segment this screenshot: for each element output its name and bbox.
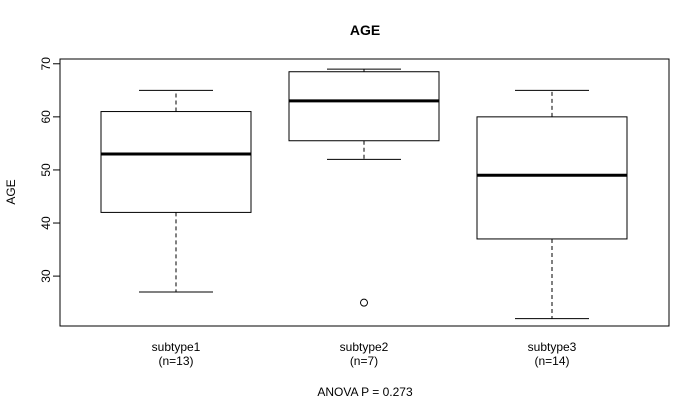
x-axis-labels: subtype1(n=13) subtype2(n=7) subtype3(n=14… bbox=[152, 340, 577, 368]
x-label-n-subtype3: (n=14) bbox=[534, 354, 569, 368]
subtype1-iqr-box bbox=[100, 111, 252, 213]
box-subtype1 bbox=[100, 89, 252, 293]
y-tick-label-40: 40 bbox=[39, 216, 53, 230]
x-label-n-subtype1: (n=13) bbox=[158, 354, 193, 368]
boxes-group bbox=[100, 68, 628, 320]
y-tick-label-70: 70 bbox=[39, 57, 53, 71]
y-axis-label: AGE bbox=[4, 179, 18, 204]
y-tick-label-60: 60 bbox=[39, 110, 53, 124]
y-axis: 30 40 50 60 70 bbox=[39, 57, 60, 283]
box-subtype3 bbox=[476, 89, 628, 320]
x-label-subtype3: subtype3 bbox=[528, 340, 577, 354]
y-tick-label-30: 30 bbox=[39, 269, 53, 283]
chart-title: AGE bbox=[350, 22, 380, 38]
subtype2-outlier-0 bbox=[360, 298, 368, 307]
anova-footnote: ANOVA P = 0.273 bbox=[317, 385, 413, 399]
box-subtype2 bbox=[288, 68, 440, 307]
x-label-n-subtype2: (n=7) bbox=[350, 354, 378, 368]
subtype3-iqr-box bbox=[476, 116, 628, 240]
y-tick-label-50: 50 bbox=[39, 163, 53, 177]
subtype2-iqr-box bbox=[288, 71, 440, 142]
x-label-subtype2: subtype2 bbox=[340, 340, 389, 354]
x-label-subtype1: subtype1 bbox=[152, 340, 201, 354]
plot-frame bbox=[59, 58, 670, 327]
